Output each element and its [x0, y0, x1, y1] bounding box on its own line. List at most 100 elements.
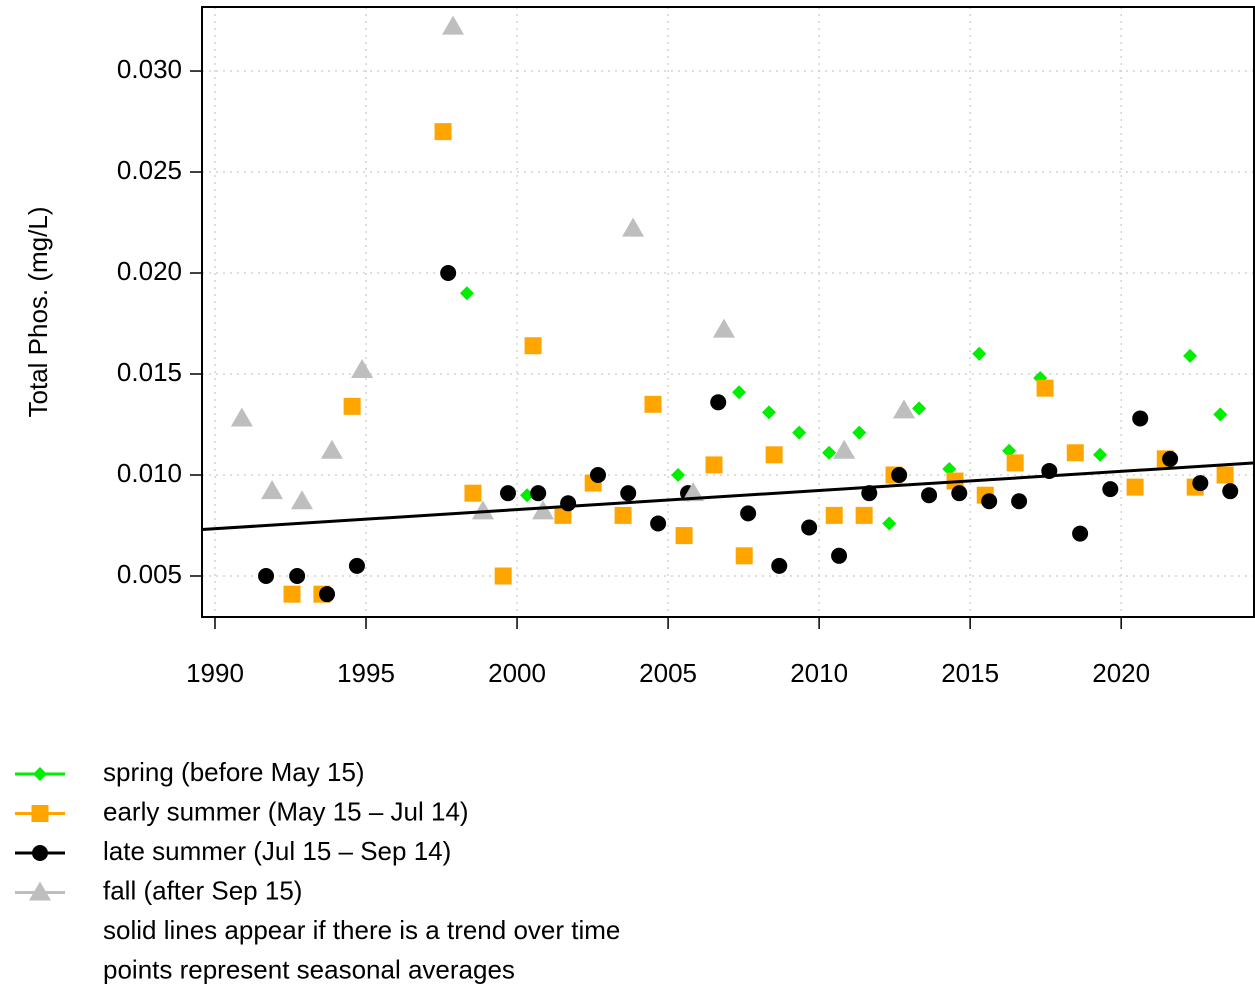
- legend-note: solid lines appear if there is a trend o…: [103, 915, 620, 945]
- marker: [792, 425, 807, 440]
- points: [202, 15, 1255, 603]
- marker: [590, 467, 607, 484]
- marker: [1192, 475, 1209, 492]
- marker: [230, 407, 253, 427]
- marker: [351, 358, 374, 378]
- marker: [320, 439, 343, 459]
- marker: [882, 516, 897, 531]
- marker: [459, 286, 474, 301]
- x-tick-label: 1990: [186, 658, 244, 688]
- marker: [532, 500, 555, 520]
- marker: [471, 500, 494, 520]
- marker: [1093, 447, 1108, 462]
- marker: [732, 385, 747, 400]
- legend-label: spring (before May 15): [103, 757, 365, 787]
- marker: [771, 557, 788, 574]
- marker: [614, 506, 632, 524]
- marker: [1213, 407, 1228, 422]
- marker: [761, 405, 776, 420]
- plot-frame: [201, 6, 1255, 618]
- legend-label: fall (after Sep 15): [103, 875, 302, 905]
- marker: [671, 468, 686, 483]
- marker: [1036, 379, 1054, 397]
- y-tick-label: 0.005: [117, 559, 182, 589]
- marker: [705, 456, 723, 474]
- marker: [33, 767, 47, 781]
- marker: [440, 265, 457, 282]
- marker: [891, 467, 908, 484]
- y-tick-label: 0.010: [117, 458, 182, 488]
- marker: [261, 480, 284, 500]
- marker: [464, 484, 482, 502]
- legend-note: points represent seasonal averages: [103, 954, 515, 984]
- marker: [1072, 525, 1089, 542]
- marker: [650, 515, 667, 532]
- y-tick-label: 0.020: [117, 256, 182, 286]
- marker: [912, 401, 927, 416]
- marker: [620, 485, 637, 502]
- marker: [942, 461, 957, 476]
- marker: [29, 881, 51, 901]
- marker: [801, 519, 818, 536]
- marker: [682, 482, 705, 502]
- marker: [434, 123, 452, 141]
- marker: [710, 394, 727, 411]
- marker: [560, 495, 577, 512]
- marker: [348, 557, 365, 574]
- legend-label: late summer (Jul 15 – Sep 14): [103, 836, 451, 866]
- marker: [735, 547, 753, 565]
- marker: [343, 397, 361, 415]
- x-tick-label: 2005: [639, 658, 697, 688]
- marker: [1126, 478, 1144, 496]
- marker: [972, 346, 987, 361]
- marker: [31, 805, 49, 822]
- marker: [1216, 466, 1234, 484]
- y-axis-label: Total Phos. (mg/L): [23, 207, 53, 418]
- marker: [1066, 444, 1084, 462]
- marker: [289, 567, 306, 584]
- marker: [893, 399, 915, 419]
- marker: [1102, 481, 1119, 498]
- marker: [1006, 454, 1024, 472]
- marker: [32, 845, 48, 861]
- marker: [283, 585, 301, 603]
- marker: [712, 318, 735, 338]
- marker: [499, 485, 516, 502]
- marker: [1222, 483, 1239, 500]
- marker: [833, 439, 856, 459]
- marker: [921, 487, 938, 504]
- y-tick-label: 0.030: [117, 54, 182, 84]
- marker: [1162, 450, 1179, 467]
- legend-label: early summer (May 15 – Jul 14): [103, 796, 469, 826]
- marker: [1183, 348, 1198, 363]
- trend-line: [202, 461, 1255, 532]
- marker: [258, 567, 275, 584]
- x-tick-label: 2015: [941, 658, 999, 688]
- x-tick-label: 2020: [1092, 658, 1150, 688]
- marker: [740, 505, 757, 522]
- marker: [1132, 410, 1149, 427]
- marker: [494, 567, 512, 585]
- marker: [852, 425, 867, 440]
- marker: [825, 506, 843, 524]
- marker: [290, 490, 313, 510]
- marker: [622, 217, 645, 237]
- marker: [1002, 443, 1017, 458]
- marker: [319, 586, 336, 603]
- x-tick-label: 2000: [488, 658, 546, 688]
- marker: [530, 485, 547, 502]
- marker: [951, 485, 968, 502]
- marker: [822, 445, 837, 460]
- marker: [675, 527, 693, 545]
- x-tick-label: 2010: [790, 658, 848, 688]
- x-tick-label: 1995: [337, 658, 395, 688]
- marker: [855, 506, 873, 524]
- marker: [524, 337, 542, 355]
- marker: [831, 547, 848, 564]
- marker: [981, 493, 998, 510]
- marker: [861, 485, 878, 502]
- marker: [442, 15, 465, 35]
- marker: [1011, 493, 1028, 510]
